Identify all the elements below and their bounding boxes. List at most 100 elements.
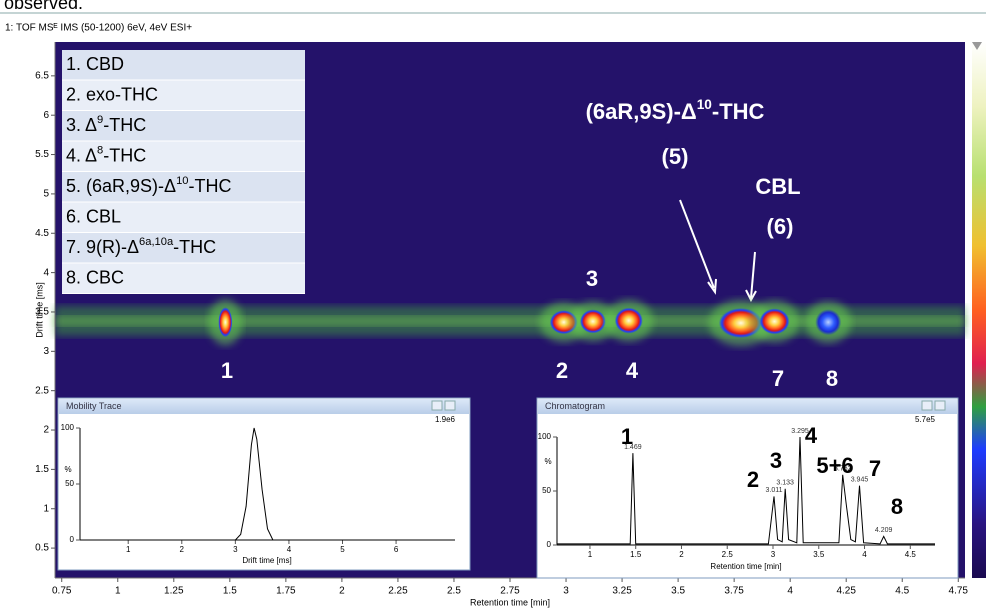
- annotation-part: 8: [826, 366, 838, 391]
- arrows: [679, 199, 757, 303]
- spot: [759, 308, 790, 335]
- x-tick-label: 1.5: [223, 586, 237, 597]
- annotation-part: CBL: [755, 174, 800, 199]
- window-frame: [57, 397, 471, 571]
- legend-entry-part: 2. exo-THC: [66, 84, 158, 104]
- legend-entry-part: 4. Δ: [66, 145, 97, 165]
- annotation-part: 3: [586, 266, 598, 291]
- peak-annotation: 2: [747, 467, 759, 492]
- y-tick-label: 6: [43, 110, 49, 121]
- x-tick-label: 2: [339, 586, 345, 597]
- x-tick-label: 4.75: [949, 586, 969, 597]
- peak-annotation: 7: [869, 456, 881, 481]
- window-frame: [536, 397, 959, 579]
- legend-entry-part: -THC: [103, 115, 146, 135]
- window-button: [921, 400, 933, 411]
- y-tick-label: 50: [65, 479, 74, 488]
- peak-annotation: 4: [805, 423, 818, 448]
- peak-label: 3.762: [834, 466, 852, 473]
- legend-entry-sup: 6a,10a: [139, 236, 174, 248]
- x-tick-label: 4: [287, 545, 292, 554]
- scale-label: 5.7e5: [915, 415, 936, 424]
- legend-entry: 3. Δ9-THC: [66, 114, 146, 135]
- legend-entry: 2. exo-THC: [66, 84, 158, 104]
- peak-annotation-part: 7: [869, 456, 881, 481]
- annotation-part: (6): [767, 214, 794, 239]
- legend-row: [62, 202, 305, 232]
- y-tick-label: 100: [61, 423, 75, 432]
- window-button: [431, 400, 443, 411]
- legend-entry-part: -THC: [173, 237, 216, 257]
- peak-label: 3.295: [791, 428, 809, 435]
- peak-annotation-part: 8: [891, 494, 903, 519]
- y-axis-label: %: [544, 457, 551, 466]
- legend-entry-part: 1. CBD: [66, 54, 124, 74]
- x-axis-label: Retention time [min]: [470, 597, 550, 607]
- x-axis-label: Drift time [ms]: [242, 556, 291, 565]
- x-tick-label: 3: [771, 550, 776, 559]
- x-tick-label: 4.25: [836, 586, 856, 597]
- y-tick-label: 0: [70, 535, 75, 544]
- legend-row: [62, 111, 305, 141]
- legend-entry-part: 7. 9(R)-Δ: [66, 237, 139, 257]
- peak-annotation-part: 5+6: [816, 453, 853, 478]
- x-tick-label: 2.5: [447, 586, 461, 597]
- peak-annotation-part: 1: [621, 424, 633, 449]
- x-tick-label: 3.5: [813, 550, 825, 559]
- annotation-part: -THC: [712, 99, 765, 124]
- legend-entry-sup: 10: [176, 175, 188, 187]
- annotation: (5): [662, 144, 689, 169]
- spot: [579, 309, 606, 334]
- legend-entry: 4. Δ8-THC: [66, 144, 146, 165]
- window-button: [444, 400, 456, 411]
- x-tick-label: 2.75: [500, 586, 520, 597]
- y-tick-label: 0: [547, 540, 552, 549]
- x-tick-label: 3.25: [612, 586, 632, 597]
- legend-entry: 5. (6aR,9S)-Δ10-THC: [66, 175, 231, 196]
- legend-row: [62, 172, 305, 202]
- peak-annotation: 8: [891, 494, 903, 519]
- color-scale-handle: [972, 42, 982, 50]
- x-tick-label: 0.75: [52, 586, 72, 597]
- x-tick-label: 6: [394, 545, 399, 554]
- y-tick-label: 6.5: [35, 70, 49, 81]
- y-tick-label: 100: [538, 432, 552, 441]
- y-tick-label: 4.5: [35, 228, 49, 239]
- x-tick-label: 2.25: [388, 586, 408, 597]
- annotation: 3: [586, 266, 598, 291]
- legend-entry: 1. CBD: [66, 54, 124, 74]
- peak-label: 3.945: [851, 476, 869, 483]
- y-tick-label: 5: [43, 189, 49, 200]
- peak-label: 3.011: [766, 487, 783, 494]
- signal-band-core: [55, 316, 965, 326]
- legend-row: [62, 141, 305, 171]
- chart-title: Chromatogram: [545, 401, 605, 411]
- annotation-part: 7: [772, 366, 784, 391]
- peak-label: 1.469: [624, 444, 642, 451]
- annotation-part: 1: [221, 358, 233, 383]
- x-tick-label: 2: [180, 545, 185, 554]
- title-bar: [538, 399, 957, 414]
- page-caption: observed.: [4, 0, 83, 13]
- scale-label: 1.9e6: [435, 415, 456, 424]
- x-tick-label: 4: [862, 550, 867, 559]
- spot: [218, 307, 233, 338]
- legend-entry-sup: 8: [97, 144, 103, 156]
- legend-entry-part: -THC: [103, 145, 146, 165]
- peak-annotation-part: 3: [770, 448, 782, 473]
- peak-label: 4.209: [875, 527, 893, 534]
- annotation: (6): [767, 214, 794, 239]
- x-tick-label: 2: [679, 550, 684, 559]
- peak-annotation-part: 2: [747, 467, 759, 492]
- annotation-part: (6aR,9S)-Δ: [586, 99, 697, 124]
- legend-entry: 7. 9(R)-Δ6a,10a-THC: [66, 236, 216, 257]
- y-tick-label: 1: [43, 503, 49, 514]
- legend-entry: 8. CBC: [66, 267, 124, 287]
- mobility-window: 1 2 3 4 5 6 0 50 100 Mobility Trace 1.9e6 Drift tim…: [57, 397, 471, 571]
- annotation: CBL: [755, 174, 800, 199]
- peak-annotation-part: 4: [805, 423, 818, 448]
- color-scale: [972, 42, 986, 578]
